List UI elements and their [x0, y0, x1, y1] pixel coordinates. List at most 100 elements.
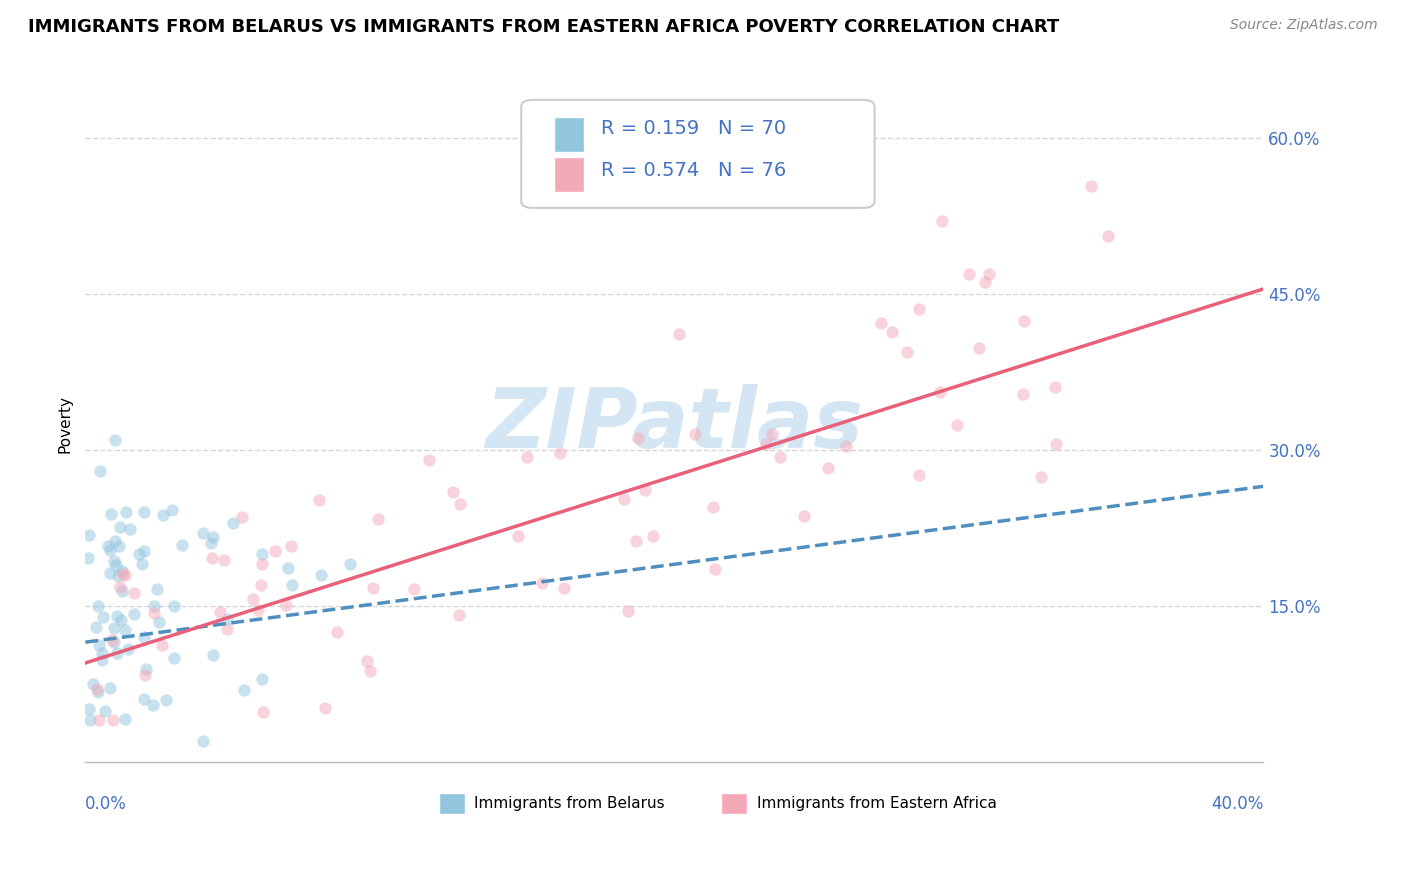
Point [761, 427, 783, 442]
Point [1029, 469, 1052, 483]
Point [114, 623, 136, 637]
Point [134, 668, 156, 682]
Point [214, 553, 236, 567]
Point [163, 650, 186, 665]
Point [1011, 387, 1033, 401]
Point [242, 591, 264, 606]
Text: 0.0%: 0.0% [86, 796, 128, 814]
Point [882, 325, 904, 339]
Point [946, 417, 969, 432]
Point [1080, 178, 1102, 193]
Point [105, 609, 128, 624]
Point [104, 433, 127, 447]
FancyBboxPatch shape [721, 793, 748, 814]
Point [250, 547, 273, 561]
Point [418, 453, 440, 467]
Point [111, 583, 134, 598]
Point [308, 493, 330, 508]
Point [755, 437, 778, 451]
Point [361, 581, 384, 595]
Point [201, 648, 224, 662]
Point [683, 426, 706, 441]
Point [103, 622, 125, 636]
Point [1097, 229, 1119, 244]
Point [114, 712, 136, 726]
Point [325, 625, 347, 640]
Text: Immigrants from Belarus: Immigrants from Belarus [474, 796, 665, 811]
Point [200, 535, 222, 549]
Point [91, 653, 114, 667]
Text: 40.0%: 40.0% [1211, 796, 1264, 814]
Point [150, 638, 173, 652]
Point [314, 701, 336, 715]
Point [967, 341, 990, 355]
Point [128, 547, 150, 561]
Point [979, 267, 1001, 281]
Point [309, 567, 332, 582]
Point [634, 483, 657, 498]
FancyBboxPatch shape [522, 100, 875, 208]
Y-axis label: Poverty: Poverty [58, 395, 72, 453]
Point [531, 575, 554, 590]
Point [107, 569, 129, 583]
Point [263, 544, 285, 558]
Point [367, 512, 389, 526]
Point [115, 505, 138, 519]
Point [87, 684, 110, 698]
Point [928, 384, 950, 399]
Point [93, 610, 115, 624]
Point [193, 734, 215, 748]
Point [135, 662, 157, 676]
Point [616, 604, 638, 618]
Point [104, 533, 127, 548]
FancyBboxPatch shape [439, 793, 464, 814]
Point [131, 557, 153, 571]
Point [553, 581, 575, 595]
Point [624, 533, 647, 548]
Point [108, 519, 131, 533]
Point [98, 681, 121, 695]
Point [215, 622, 238, 636]
Point [548, 445, 571, 459]
Point [957, 267, 980, 281]
Point [124, 586, 146, 600]
Point [111, 564, 134, 578]
Text: Immigrants from Eastern Africa: Immigrants from Eastern Africa [756, 796, 997, 811]
Point [217, 612, 239, 626]
Point [108, 580, 131, 594]
Point [974, 276, 997, 290]
Point [148, 615, 170, 630]
Point [280, 540, 302, 554]
Point [98, 566, 121, 580]
Point [233, 683, 256, 698]
Point [134, 692, 156, 706]
Point [163, 599, 186, 613]
Point [77, 528, 100, 542]
Point [84, 620, 107, 634]
Point [122, 607, 145, 621]
Point [86, 599, 108, 614]
Point [105, 646, 128, 660]
Text: R = 0.574   N = 76: R = 0.574 N = 76 [602, 161, 786, 180]
Point [252, 705, 274, 719]
Point [613, 492, 636, 507]
Point [110, 613, 132, 627]
Point [246, 602, 269, 616]
Point [77, 551, 100, 566]
Text: IMMIGRANTS FROM BELARUS VS IMMIGRANTS FROM EASTERN AFRICA POVERTY CORRELATION CH: IMMIGRANTS FROM BELARUS VS IMMIGRANTS FR… [28, 18, 1059, 36]
Point [208, 605, 231, 619]
Point [231, 509, 253, 524]
Point [134, 505, 156, 519]
Point [142, 606, 165, 620]
Point [201, 550, 224, 565]
Text: Source: ZipAtlas.com: Source: ZipAtlas.com [1230, 18, 1378, 32]
Point [100, 507, 122, 521]
Point [91, 646, 114, 660]
Point [146, 582, 169, 597]
Point [98, 543, 121, 558]
Point [142, 698, 165, 712]
Point [1043, 380, 1066, 394]
Point [193, 526, 215, 541]
Point [114, 567, 136, 582]
Point [449, 608, 471, 623]
